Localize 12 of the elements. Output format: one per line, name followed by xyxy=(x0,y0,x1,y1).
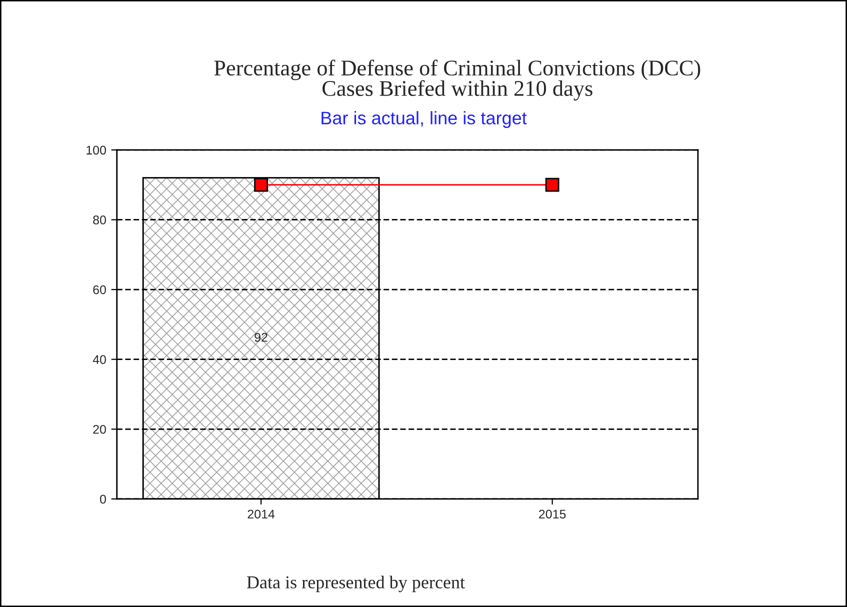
y-tick-label: 0 xyxy=(100,494,106,504)
y-tick-label: 40 xyxy=(92,355,106,364)
data-label: 92 xyxy=(254,332,268,342)
y-tick-label: 20 xyxy=(93,424,106,434)
text: Data is represented by percent xyxy=(246,576,465,592)
chart-subtitle: Bar is actual, line is target xyxy=(322,111,527,128)
y-tick-label: 60 xyxy=(93,285,106,294)
y-tick-label: 80 xyxy=(93,216,106,224)
chart-title: Percentage of Defense of Criminal Convictions (DCC) Cases Briefed within 210 days xyxy=(214,60,700,101)
y-tick-label: 100 xyxy=(86,146,106,155)
x-tick-label: 2015 xyxy=(539,510,566,519)
x-tick-label: 2014 xyxy=(248,510,275,519)
